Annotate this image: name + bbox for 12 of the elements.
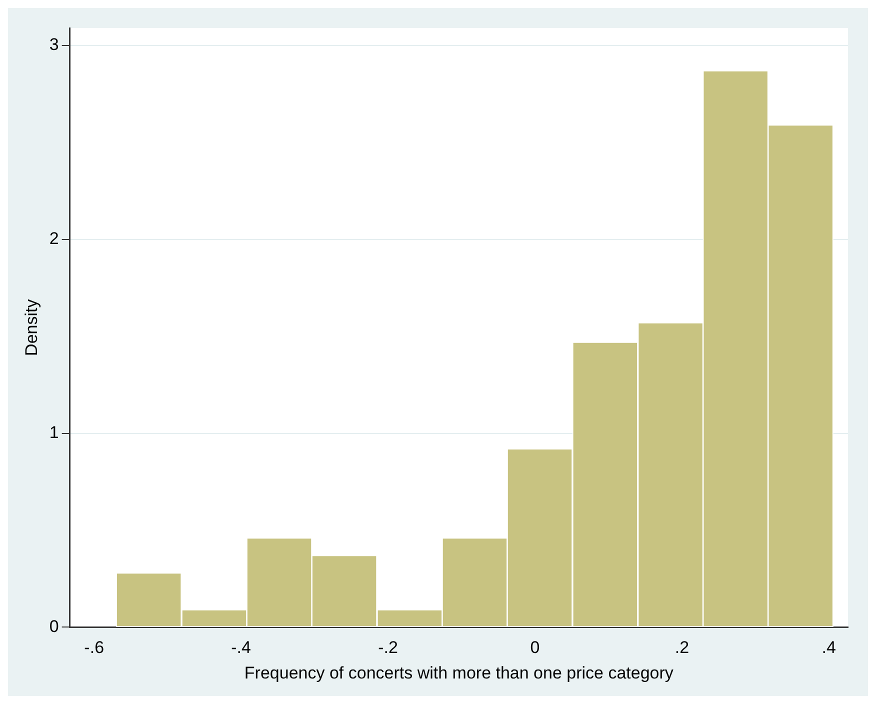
y-tick-label: 0 [49,616,59,636]
y-axis-title: Density [22,298,41,356]
x-tick-label: -.4 [231,638,251,658]
x-axis-title: Frequency of concerts with more than one price category [244,663,674,682]
x-tick-label: .2 [674,638,690,658]
x-tick-label: 0 [530,638,540,658]
x-tick-label: -.6 [84,638,104,658]
y-tick-label: 2 [49,229,59,248]
y-tick-label: 3 [49,35,59,54]
y-tick-label: 1 [49,422,59,442]
x-tick-label: .4 [822,638,836,658]
x-tick-label: -.2 [378,638,398,658]
